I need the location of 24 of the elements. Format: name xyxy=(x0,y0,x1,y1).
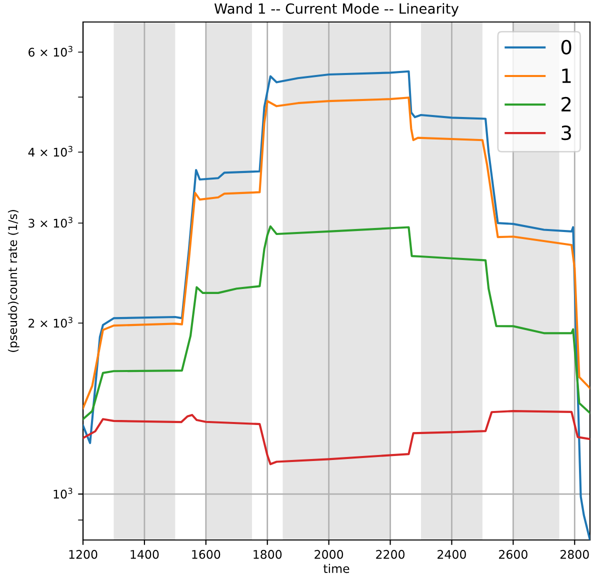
x-tick-label: 2600 xyxy=(499,550,528,559)
legend-label: 1 xyxy=(562,68,571,83)
x-tick-label: 1400 xyxy=(130,550,159,559)
line-series xyxy=(83,410,590,466)
y-tick-label: 3 × 10$^{3}$ xyxy=(28,216,72,228)
x-tick-label: 2400 xyxy=(438,550,466,559)
x-tick-label: 1800 xyxy=(254,550,282,559)
x-tick-label: 1600 xyxy=(192,550,220,559)
y-tick-label: 6 × 10$^{3}$ xyxy=(28,46,72,57)
x-tick-label: 1200 xyxy=(69,550,98,559)
x-axis-title: time xyxy=(323,564,350,574)
line-series xyxy=(83,225,590,420)
legend-label: 2 xyxy=(562,96,571,112)
x-tick-label: 2800 xyxy=(560,550,589,559)
y-tick-label: 2 × 10$^{3}$ xyxy=(28,316,72,328)
x-tick-label: 2000 xyxy=(314,550,344,559)
y-tick-label: 4 × 10$^{3}$ xyxy=(28,146,72,157)
y-tick-label: 10$^{3}$ xyxy=(54,488,72,499)
x-tick-label: 2200 xyxy=(376,550,405,559)
chart-title: Wand 1 -- Current Mode -- Linearity xyxy=(214,3,459,17)
legend-label: 3 xyxy=(562,125,571,140)
y-axis-title: (pseudo)count rate (1/s) xyxy=(8,210,20,352)
line-series xyxy=(83,96,590,410)
legend-label: 0 xyxy=(561,40,572,55)
